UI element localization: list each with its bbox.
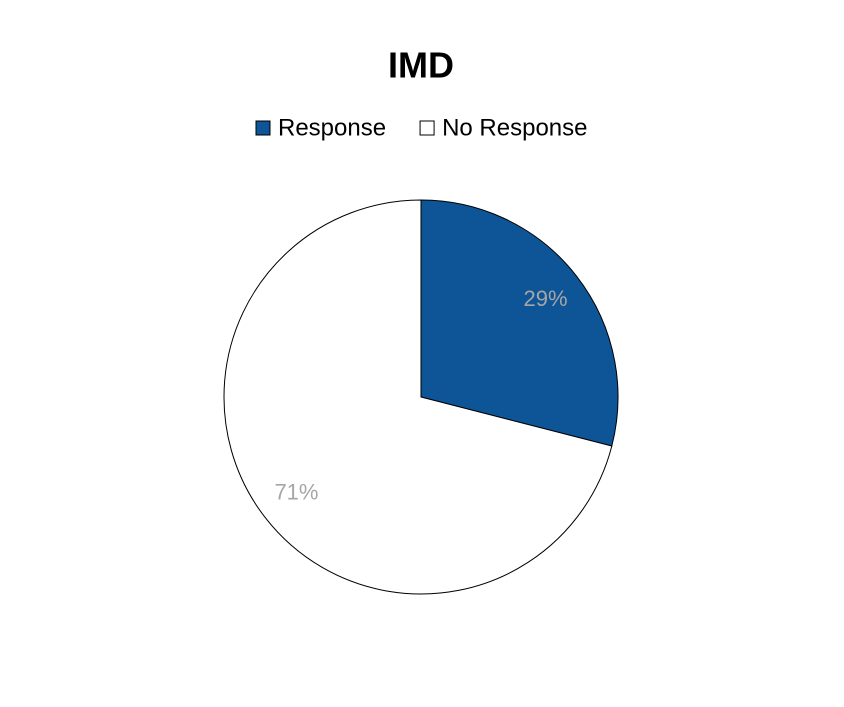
- legend-swatch: [255, 120, 271, 136]
- pie-slice: [223, 199, 613, 595]
- data-label: 29%: [524, 286, 568, 311]
- pie-slice: [420, 199, 619, 447]
- legend-label: No Response: [442, 114, 587, 141]
- chart-title: IMD: [388, 45, 454, 86]
- legend-swatch: [419, 120, 435, 136]
- data-label: 71%: [274, 479, 318, 504]
- legend-label: Response: [278, 114, 386, 141]
